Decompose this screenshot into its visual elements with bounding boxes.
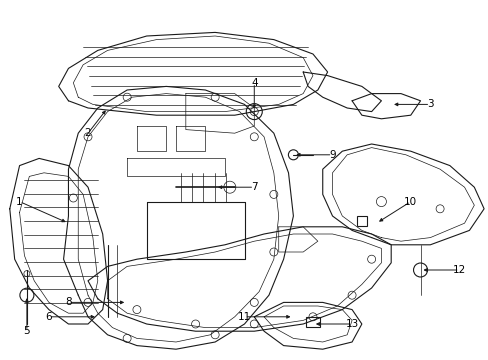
Text: 6: 6 (45, 312, 52, 322)
Text: 4: 4 (250, 78, 257, 88)
Text: 13: 13 (345, 319, 358, 329)
Text: 10: 10 (404, 197, 416, 207)
Text: 5: 5 (23, 326, 30, 336)
Text: 12: 12 (452, 265, 466, 275)
Text: 9: 9 (328, 150, 335, 160)
Text: 3: 3 (426, 99, 433, 109)
Text: 2: 2 (84, 128, 91, 138)
Text: 11: 11 (237, 312, 251, 322)
Text: 7: 7 (250, 182, 257, 192)
Text: 1: 1 (16, 197, 23, 207)
Text: 8: 8 (65, 297, 72, 307)
